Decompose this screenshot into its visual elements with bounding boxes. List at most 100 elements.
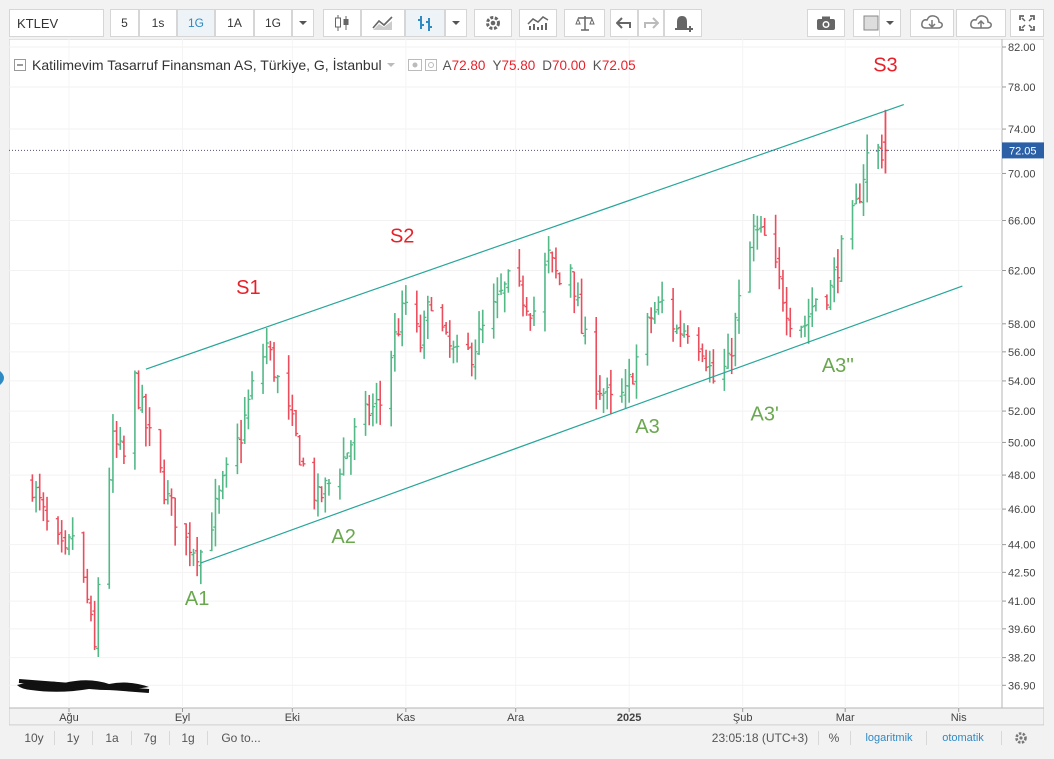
divider [92, 731, 93, 745]
ohlc-bar [777, 247, 782, 290]
screenshot-button[interactable] [807, 9, 845, 37]
interval-button-1a[interactable]: 1A [215, 9, 254, 37]
settings-button[interactable] [474, 9, 512, 37]
range-1y-button[interactable]: 1y [61, 726, 85, 750]
channel-line-lower[interactable] [200, 285, 963, 564]
gear-icon [486, 16, 500, 30]
percent-scale-button[interactable]: % [825, 726, 843, 750]
ohlc-bar [66, 534, 72, 556]
ohlc-bar [528, 313, 533, 331]
chevron-down-icon[interactable] [386, 62, 396, 68]
ohlc-bar [392, 313, 398, 372]
auto-scale-button[interactable]: otomatik [934, 726, 992, 750]
ohlc-bar [506, 269, 511, 293]
price-tick-label: 39.60 [1008, 624, 1036, 636]
range-1a-button[interactable]: 1a [101, 726, 123, 750]
chart-settings-button[interactable] [1009, 726, 1033, 750]
ohlc-bar [249, 371, 255, 400]
ohlc-bar [41, 492, 46, 522]
interval-button-1g-active[interactable]: 1G [177, 9, 215, 37]
load-layout-button[interactable] [910, 9, 954, 37]
collapse-legend-icon[interactable] [14, 59, 26, 71]
annotation-label[interactable]: S2 [390, 226, 414, 248]
ohlc-bar [172, 497, 178, 546]
scribble-stroke [18, 679, 150, 693]
indicators-button[interactable] [519, 9, 557, 37]
symbol-search-input[interactable]: KTLEV [9, 9, 104, 37]
style-dropdown-button[interactable] [445, 9, 467, 37]
interval-button-1g[interactable]: 1G [254, 9, 292, 37]
range-1g-button[interactable]: 1g [177, 726, 199, 750]
eye-icon[interactable] [407, 59, 422, 71]
ohlc-bar [711, 349, 716, 384]
alert-button[interactable] [664, 9, 702, 37]
ohlc-bar [810, 287, 815, 327]
ohlc-bar [443, 321, 449, 335]
annotation-label[interactable]: A3'' [822, 355, 854, 377]
annotation-label[interactable]: S3 [873, 55, 897, 77]
ohlc-bar [828, 279, 833, 311]
candles-style-button[interactable] [323, 9, 361, 37]
goto-date-button[interactable]: Go to... [215, 726, 267, 750]
ohlc-bar [553, 247, 559, 279]
ohlc-bar [802, 315, 808, 338]
ohlc-bar [681, 323, 687, 338]
ohlc-bar [209, 512, 214, 552]
chart-svg[interactable]: 82.00 78.00 74.00 70.00 66.00 62.00 58.00 56.00… [9, 39, 1044, 725]
ohlc-bar [722, 348, 727, 391]
interval-label: 1G [187, 16, 204, 30]
fullscreen-button[interactable] [1010, 9, 1044, 37]
redo-button[interactable] [638, 9, 664, 37]
ohlc-bar [861, 164, 866, 217]
range-7g-button[interactable]: 7g [139, 726, 161, 750]
ohlc-bar [608, 369, 614, 415]
settings-mini-icon[interactable] [424, 59, 437, 71]
log-scale-button[interactable]: logaritmik [859, 726, 919, 750]
price-bars [30, 109, 888, 658]
range-10y-button[interactable]: 10y [17, 726, 51, 750]
interval-label: 1s [151, 16, 165, 30]
annotation-label[interactable]: A1 [185, 588, 209, 610]
annotation-label[interactable]: A3' [751, 403, 779, 425]
channel-lines[interactable] [145, 104, 963, 564]
channel-line-upper[interactable] [145, 104, 904, 370]
price-tick-label: 54.00 [1008, 376, 1036, 388]
ohlc-bar [788, 307, 793, 338]
ohlc-bar [370, 393, 376, 427]
price-axis: 82.00 78.00 74.00 70.00 66.00 62.00 58.00 56.00… [9, 42, 1036, 692]
divider [54, 731, 55, 745]
left-scroll-marker[interactable] [0, 371, 8, 385]
ohlc-bar [476, 311, 482, 355]
interval-button-5[interactable]: 5 [110, 9, 139, 37]
annotation-label[interactable]: A2 [331, 526, 355, 548]
ohlc-bar [352, 418, 357, 461]
ohlc-bar [594, 316, 599, 410]
ohlc-bar [524, 297, 529, 316]
color-square-icon [863, 15, 878, 31]
ohlc-bar [403, 285, 409, 315]
gear-icon [1015, 732, 1027, 744]
ohlc-bar [469, 342, 474, 377]
bars-style-button[interactable] [405, 9, 445, 37]
symbol-title[interactable]: Katilimevim Tasarruf Finansman AS, Türki… [32, 57, 382, 73]
ohlc-bar [326, 479, 332, 496]
ohlc-bar [465, 332, 471, 350]
ohlc-bar [568, 264, 573, 298]
symbol-text: KTLEV [17, 15, 59, 31]
candles-icon [335, 15, 349, 31]
ohlc-bar [118, 426, 123, 450]
ohlc-bar [520, 275, 526, 317]
undo-button[interactable] [610, 9, 638, 37]
save-layout-button[interactable] [956, 9, 1006, 37]
ohlc-bar [799, 325, 804, 338]
annotation-label[interactable]: A3 [635, 416, 659, 438]
area-style-button[interactable] [361, 9, 405, 37]
interval-button-1s[interactable]: 1s [139, 9, 177, 37]
color-dropdown-button[interactable] [879, 9, 901, 37]
chart-area[interactable]: 82.00 78.00 74.00 70.00 66.00 62.00 58.00 56.00… [9, 39, 1044, 725]
close-label: K [592, 57, 602, 73]
interval-dropdown-button[interactable] [292, 9, 314, 37]
price-tick-label: 70.00 [1008, 168, 1036, 180]
compare-button[interactable] [564, 9, 605, 37]
annotation-label[interactable]: S1 [236, 277, 260, 299]
